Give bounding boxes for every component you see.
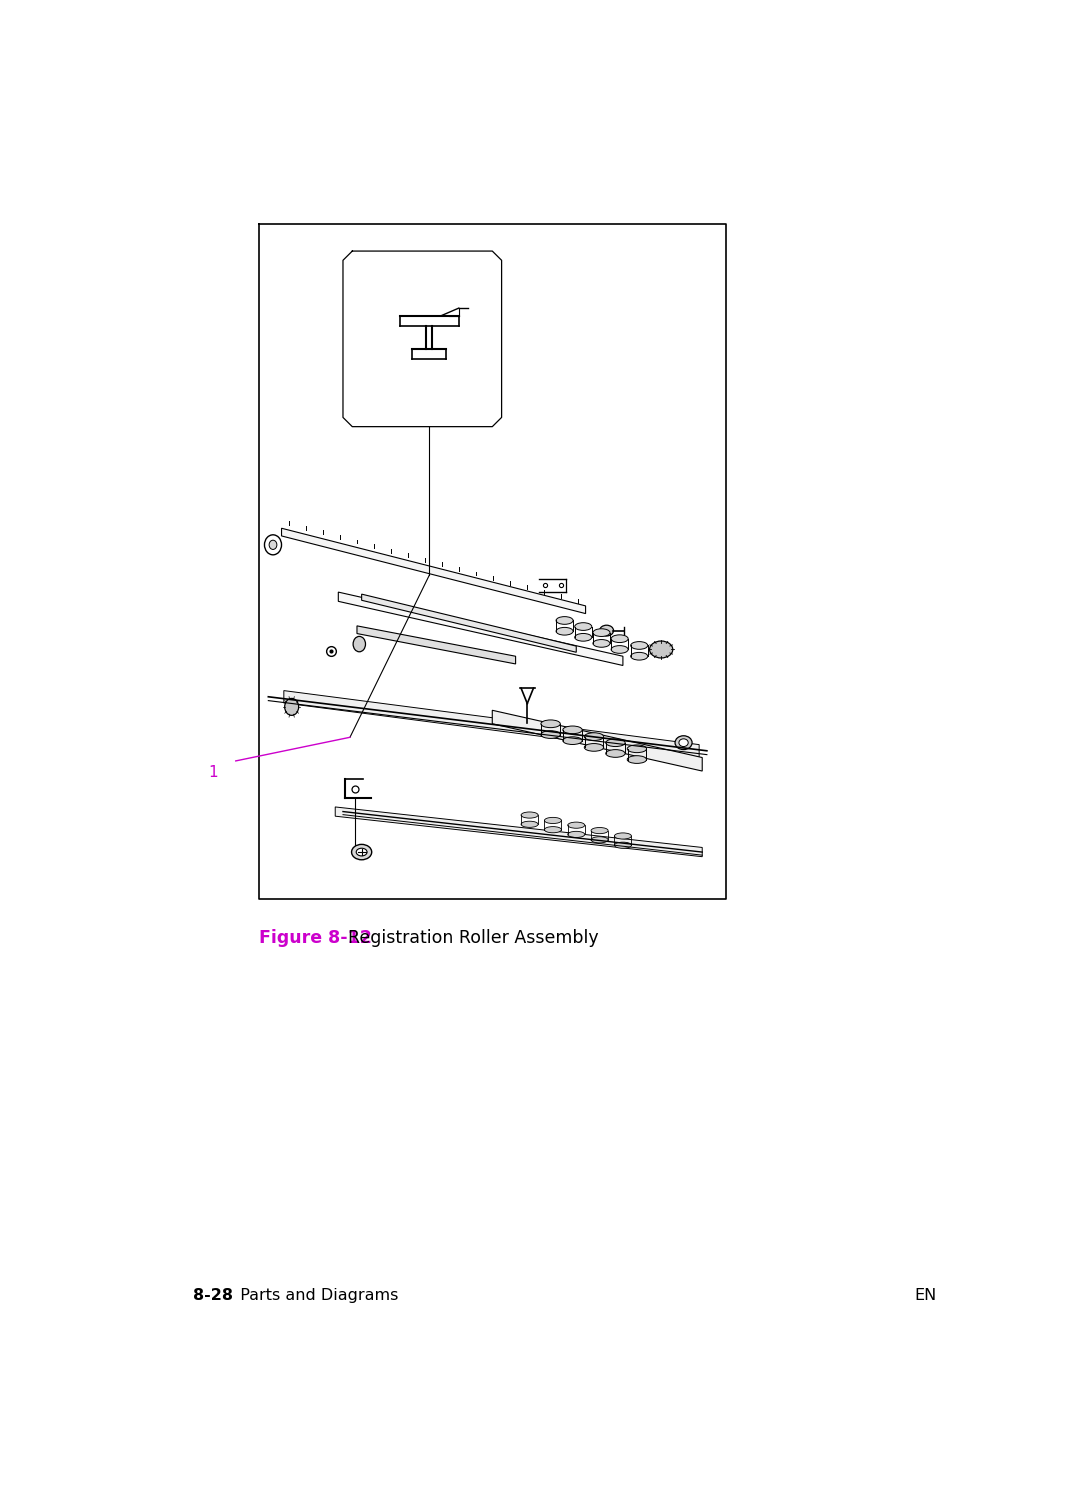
- Ellipse shape: [265, 535, 282, 555]
- Ellipse shape: [352, 845, 372, 860]
- Ellipse shape: [353, 637, 365, 652]
- Text: 1: 1: [208, 765, 218, 780]
- Ellipse shape: [615, 842, 632, 848]
- Ellipse shape: [575, 634, 592, 641]
- Ellipse shape: [541, 731, 561, 739]
- Ellipse shape: [631, 652, 648, 661]
- Text: Figure 8-12: Figure 8-12: [259, 928, 372, 946]
- Ellipse shape: [611, 646, 629, 653]
- Polygon shape: [357, 626, 515, 664]
- Ellipse shape: [541, 721, 561, 728]
- Ellipse shape: [521, 812, 538, 818]
- Ellipse shape: [631, 641, 648, 649]
- Ellipse shape: [599, 625, 613, 635]
- Ellipse shape: [611, 635, 629, 643]
- Ellipse shape: [591, 828, 608, 834]
- Ellipse shape: [356, 848, 367, 857]
- Polygon shape: [362, 594, 577, 652]
- Ellipse shape: [544, 827, 562, 833]
- Ellipse shape: [593, 629, 610, 637]
- Text: Parts and Diagrams: Parts and Diagrams: [230, 1289, 399, 1304]
- Ellipse shape: [593, 640, 610, 647]
- Ellipse shape: [568, 831, 584, 837]
- Ellipse shape: [606, 739, 625, 746]
- Polygon shape: [338, 592, 623, 665]
- Polygon shape: [335, 807, 702, 857]
- Ellipse shape: [627, 755, 647, 764]
- Ellipse shape: [563, 727, 582, 734]
- Text: EN: EN: [914, 1289, 936, 1304]
- Text: Registration Roller Assembly: Registration Roller Assembly: [348, 928, 598, 946]
- Ellipse shape: [627, 745, 647, 752]
- Ellipse shape: [575, 623, 592, 631]
- Ellipse shape: [556, 628, 573, 635]
- Ellipse shape: [544, 818, 562, 824]
- Ellipse shape: [285, 698, 299, 716]
- Ellipse shape: [584, 733, 604, 740]
- Ellipse shape: [649, 641, 673, 658]
- Ellipse shape: [521, 821, 538, 827]
- Ellipse shape: [568, 822, 584, 828]
- Ellipse shape: [606, 749, 625, 758]
- Ellipse shape: [269, 540, 276, 550]
- Ellipse shape: [615, 833, 632, 839]
- Ellipse shape: [679, 739, 688, 746]
- Text: 8-28: 8-28: [193, 1289, 233, 1304]
- Polygon shape: [492, 710, 702, 771]
- Ellipse shape: [563, 737, 582, 745]
- Polygon shape: [282, 528, 585, 613]
- Ellipse shape: [584, 743, 604, 752]
- Ellipse shape: [591, 837, 608, 843]
- Ellipse shape: [556, 616, 573, 625]
- Polygon shape: [284, 691, 699, 756]
- Ellipse shape: [675, 736, 692, 749]
